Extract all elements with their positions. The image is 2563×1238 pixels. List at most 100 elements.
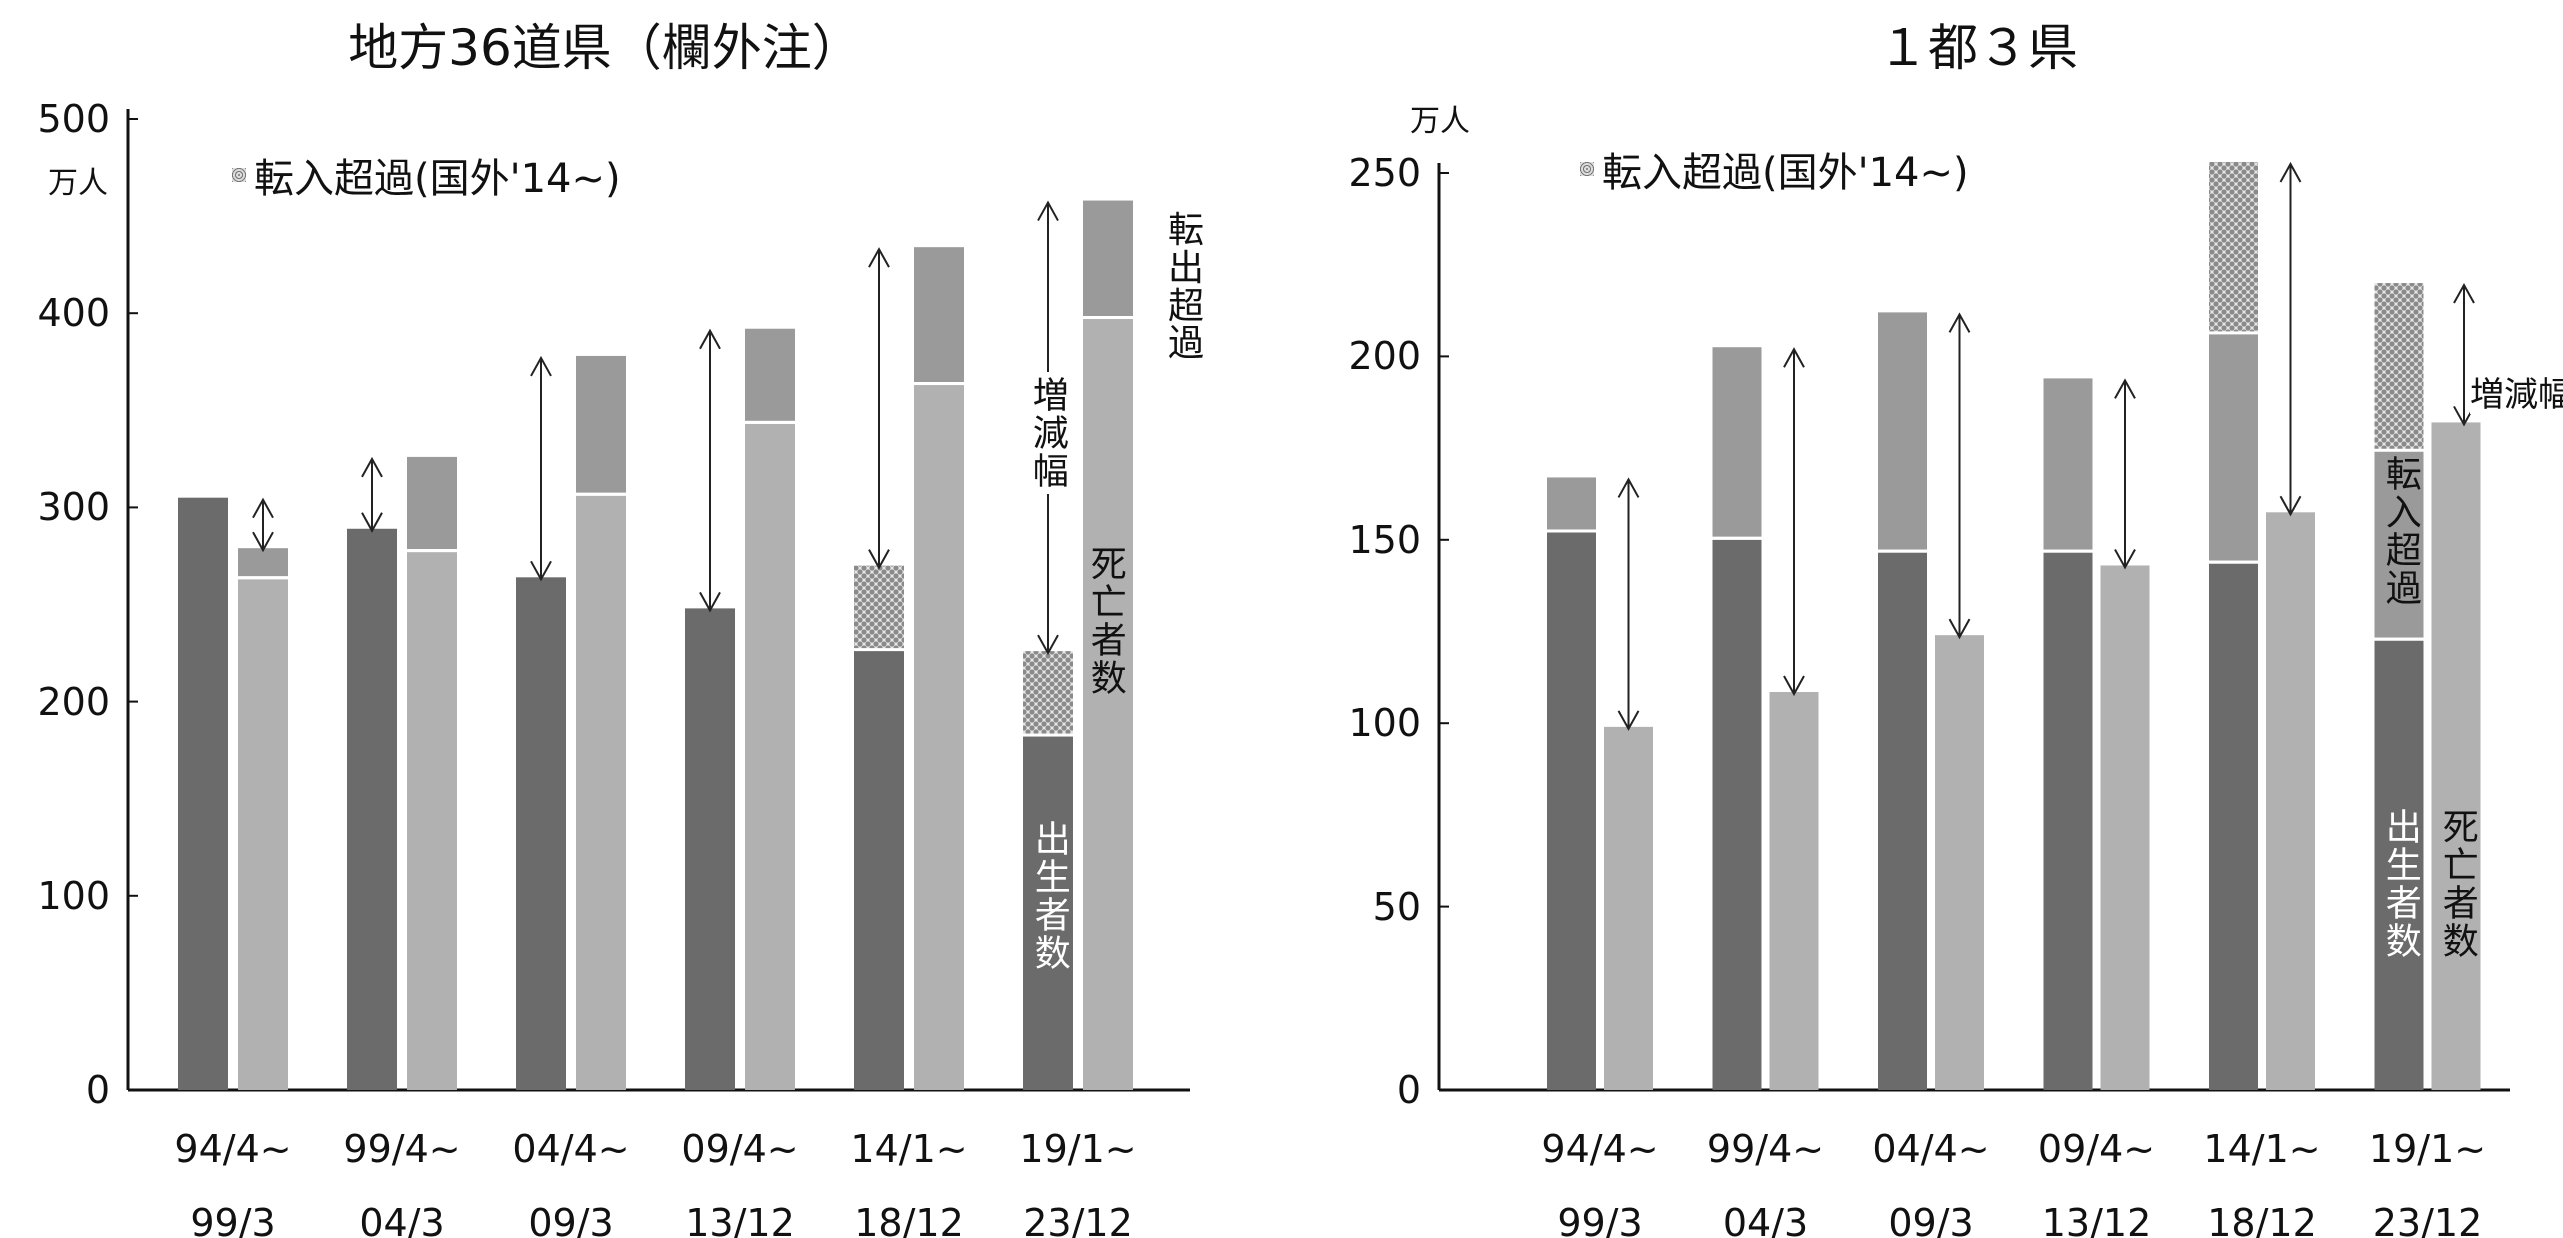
y-tick-label: 200 (37, 679, 110, 724)
deaths-bar (1769, 692, 1819, 1090)
change-arrow-head-up (2279, 161, 2302, 183)
x-category-line: 04/3 (359, 1201, 445, 1238)
change-arrow-head-down (699, 591, 721, 613)
change-arrow-head-up (1617, 477, 1640, 498)
net-in-bar (1547, 477, 1596, 530)
x-category-label: 04/4~ 09/3 (486, 1112, 656, 1238)
left-chart-title: 地方36道県（欄外注） (348, 19, 862, 77)
change-arrow-head-up (2114, 378, 2136, 399)
deaths-bar (1935, 635, 1984, 1090)
births-bar (2374, 640, 2424, 1090)
right-net-in-label: 転入超過 (2379, 455, 2421, 607)
x-category-line: 99/3 (190, 1201, 276, 1238)
x-category-line: 19/1~ (1019, 1127, 1137, 1171)
intl-net-in-bar (854, 565, 904, 649)
net-out-bar (1083, 200, 1133, 317)
y-tick-label: 500 (37, 97, 110, 141)
x-category-label: 14/1~ 18/12 (2177, 1112, 2347, 1238)
x-category-line: 09/3 (1888, 1201, 1974, 1238)
change-arrow-head-down (1783, 675, 1805, 697)
y-tick-label: 400 (37, 291, 110, 336)
births-bar (1878, 552, 1927, 1090)
y-tick-label: 200 (1348, 334, 1421, 379)
right-deaths-label: 死亡者数 (2436, 808, 2478, 960)
change-arrow-head-up (530, 355, 552, 377)
x-category-line: 18/12 (2207, 1201, 2317, 1238)
deaths-bar (2431, 422, 2481, 1090)
births-bar (2209, 563, 2258, 1090)
y-tick-label: 250 (1348, 151, 1421, 195)
births-bar (854, 651, 904, 1090)
x-category-line: 99/3 (1557, 1201, 1643, 1238)
intl-net-in-bar (1023, 651, 1073, 734)
net-in-bar (2374, 451, 2424, 638)
net-in-bar (2043, 378, 2093, 550)
deaths-bar (914, 385, 964, 1091)
left-unit: 万人 (48, 166, 108, 201)
net-out-bar (914, 247, 964, 383)
left-legend: 転入超過(国外'14~) (232, 146, 621, 204)
deaths-bar (1604, 726, 1653, 1090)
change-arrow-head-down (1948, 618, 1971, 640)
y-tick-label: 100 (1348, 701, 1421, 746)
net-out-bar (576, 355, 626, 493)
net-in-bar (1712, 347, 1762, 537)
change-arrow-head-up (252, 497, 274, 519)
left-deaths-label: 死亡者数 (1084, 545, 1126, 697)
change-arrow-head-down (868, 549, 890, 570)
change-arrow-head-up (699, 328, 721, 350)
net-out-bar (238, 548, 288, 577)
x-category-label: 19/1~ 23/12 (993, 1112, 1163, 1238)
x-category-line: 94/4~ (174, 1127, 292, 1171)
x-category-line: 04/4~ (512, 1127, 630, 1171)
net-in-bar (2209, 334, 2258, 561)
left-net-out-label: 転出超過 (1168, 210, 1205, 365)
x-category-line: 13/12 (685, 1201, 795, 1238)
change-arrow-head-up (2453, 282, 2475, 304)
change-arrow-head-up (361, 456, 383, 478)
x-category-line: 13/12 (2041, 1201, 2152, 1238)
births-bar (685, 608, 735, 1090)
change-arrow-head-down (2279, 495, 2302, 517)
deaths-bar (1083, 319, 1133, 1090)
change-arrow-head-down (1037, 634, 1059, 656)
y-tick-label: 300 (37, 485, 110, 530)
y-tick-label: 0 (85, 1068, 110, 1112)
deaths-bar (745, 423, 795, 1090)
x-category-line: 04/3 (1722, 1201, 1809, 1238)
x-category-line: 14/1~ (850, 1127, 968, 1171)
deaths-bar (407, 552, 457, 1090)
change-arrow-head-down (361, 512, 383, 533)
right-legend: 転入超過(国外'14~) (1580, 140, 1969, 198)
intl-net-in-bar (2374, 283, 2424, 449)
change-arrow-head-down (2114, 548, 2136, 570)
deaths-bar (238, 579, 288, 1090)
x-category-label: 14/1~ 18/12 (824, 1112, 994, 1238)
deaths-bar (2100, 565, 2150, 1090)
x-category-line: 09/3 (528, 1201, 614, 1238)
births-bar (2043, 552, 2093, 1090)
change-arrow-head-down (1617, 710, 1640, 731)
right-chart-title: １都３県 (1878, 19, 2078, 77)
change-arrow-head-up (1037, 200, 1059, 222)
legend-hatch-swatch (232, 168, 246, 182)
legend-hatch-swatch (1580, 162, 1594, 176)
deaths-bar (576, 495, 626, 1090)
y-tick-label: 50 (1372, 884, 1421, 929)
x-category-line: 94/4~ (1541, 1127, 1659, 1171)
births-bar (1712, 539, 1762, 1090)
x-category-line: 09/4~ (2037, 1127, 2156, 1171)
deaths-bar (2266, 512, 2315, 1090)
x-category-line: 19/1~ (2368, 1127, 2487, 1171)
intl-net-in-bar (2209, 161, 2258, 332)
x-category-label: 04/4~ 09/3 (1846, 1112, 2016, 1238)
x-category-label: 09/4~ 13/12 (2012, 1112, 2182, 1238)
x-category-label: 99/4~ 04/3 (1681, 1112, 1851, 1238)
net-in-bar (1878, 312, 1927, 550)
x-category-line: 99/4~ (1706, 1127, 1825, 1171)
x-category-label: 19/1~ 23/12 (2343, 1112, 2513, 1238)
y-tick-label: 100 (37, 873, 110, 918)
left-births-label: 出生者数 (1028, 820, 1070, 972)
